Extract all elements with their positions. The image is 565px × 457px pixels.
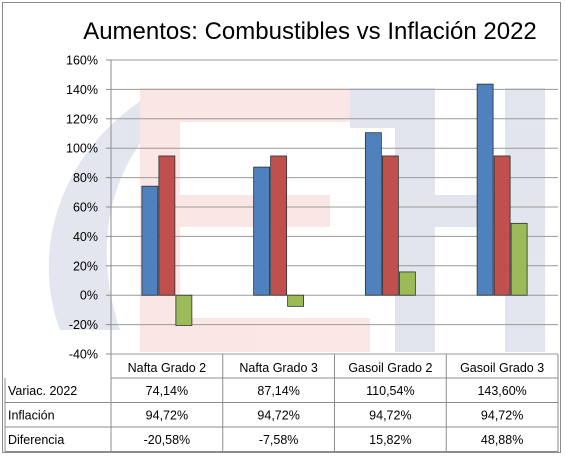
y-tick-label: 80% (73, 171, 98, 185)
data-label: 143,60% (477, 384, 526, 398)
data-label: -20,58% (144, 433, 191, 447)
bars (141, 83, 528, 326)
category-label: Gasoil Grado 2 (348, 361, 432, 375)
bar-1-2 (253, 166, 271, 296)
chart-title: Aumentos: Combustibles vs Inflación 2022 (83, 18, 537, 45)
bar-2-2 (270, 155, 288, 296)
data-label: 74,14% (146, 384, 188, 398)
y-tick-label: -20% (69, 318, 98, 332)
data-label: 87,14% (257, 384, 299, 398)
y-tick-label: 20% (73, 259, 98, 273)
y-tick-label: 0% (80, 289, 98, 303)
watermark-logo (48, 88, 545, 352)
category-label: Gasoil Grado 3 (460, 361, 544, 375)
bar-2-4 (493, 155, 511, 296)
category-label: Nafta Grado 3 (239, 361, 318, 375)
y-tick-label: -40% (69, 348, 98, 362)
data-label: -7,58% (259, 433, 299, 447)
y-tick-label: 100% (66, 142, 98, 156)
bar-2-1 (158, 155, 176, 296)
bar-1-1 (141, 185, 159, 296)
bar-3-1 (175, 294, 193, 326)
data-label: 48,88% (481, 433, 523, 447)
data-label: 94,72% (257, 409, 299, 423)
bar-1-3 (364, 132, 382, 296)
data-label: 94,72% (481, 409, 523, 423)
bar-2-3 (381, 155, 399, 296)
data-label: 94,72% (146, 409, 188, 423)
bar-3-2 (287, 294, 305, 307)
bar-1-4 (476, 83, 494, 296)
series-name: Variac. 2022 (8, 384, 77, 398)
y-tick-label: 40% (73, 230, 98, 244)
data-label: 94,72% (369, 409, 411, 423)
y-tick-label: 160% (66, 54, 98, 68)
series-name: Inflación (8, 409, 55, 423)
data-label: 15,82% (369, 433, 411, 447)
y-tick-label: 60% (73, 201, 98, 215)
data-label: 110,54% (366, 384, 414, 398)
bar-3-3 (398, 271, 416, 296)
y-tick-label: 120% (66, 112, 98, 126)
data-table: Nafta Grado 2 Nafta Grado 3 Gasoil Grado 2… (4, 354, 559, 453)
y-tick-label: 140% (66, 83, 98, 97)
series-name: Diferencia (8, 433, 64, 447)
bar-3-4 (510, 222, 528, 296)
category-label: Nafta Grado 2 (128, 361, 207, 375)
y-axis: -40% -20% 0% 20% 40% 60% 80% 100% 120% 140% 160% (66, 54, 112, 362)
